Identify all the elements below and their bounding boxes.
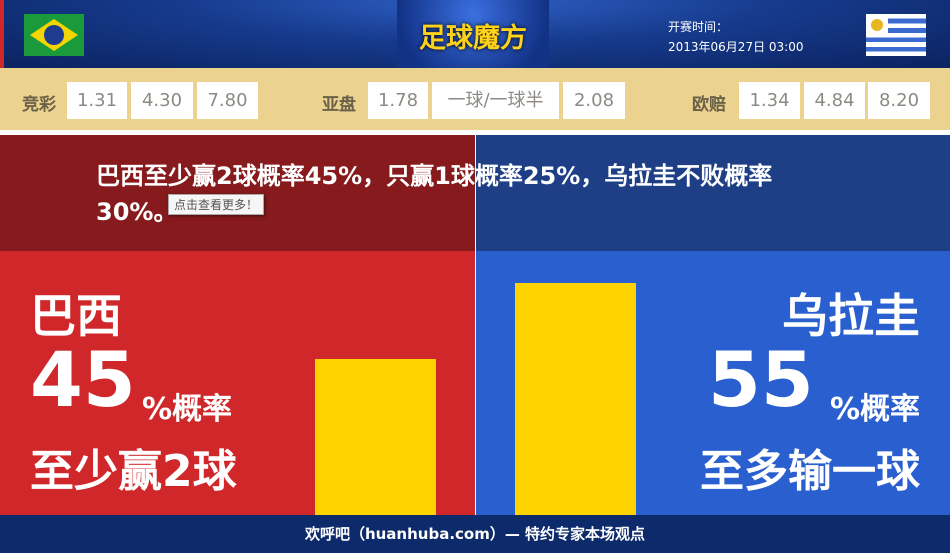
home-probability-bar [315,359,436,515]
jingcai-label: 竞彩 [22,95,56,115]
home-outcome: 至少赢2球 [30,446,237,497]
home-percent-suffix: %概率 [142,392,233,427]
kickoff-time: 2013年06月27日 03:00 [668,40,804,54]
headline-link[interactable]: 巴西至少赢2球概率45%，只赢1球概率25%，乌拉圭不败概率30%。 [96,162,773,226]
odds-value: 1.78 [368,82,428,119]
odds-value: 8.20 [868,82,930,119]
odds-value: 一球/一球半 [432,82,559,119]
odds-value: 4.30 [131,82,193,119]
headline-left-bg [0,135,475,251]
brazil-flag-icon [24,14,84,56]
away-team: 乌拉圭 [782,289,920,343]
uruguay-flag-icon [866,14,926,56]
headline-right-bg [476,135,950,251]
odds-value: 7.80 [197,82,258,119]
away-outcome: 至多输一球 [700,446,920,497]
home-team: 巴西 [30,289,122,343]
kickoff-label: 开赛时间： [668,20,729,34]
away-percent: 55 [708,335,814,424]
logo-background [397,0,549,68]
odds-value: 2.08 [563,82,625,119]
odds-value: 4.84 [804,82,865,119]
footer[interactable]: 欢呼吧（huanhuba.com）— 特约专家本场观点 [0,515,950,553]
home-percent: 45 [30,335,136,424]
odds-value: 1.34 [739,82,800,119]
oupei-label: 欧赔 [692,95,726,115]
yapan-label: 亚盘 [322,95,356,115]
odds-value: 1.31 [67,82,127,119]
logo: 足球魔方 [419,23,527,54]
away-percent-suffix: %概率 [829,392,920,427]
away-probability-bar [515,283,636,515]
tooltip: 点击查看更多！ [168,194,265,215]
